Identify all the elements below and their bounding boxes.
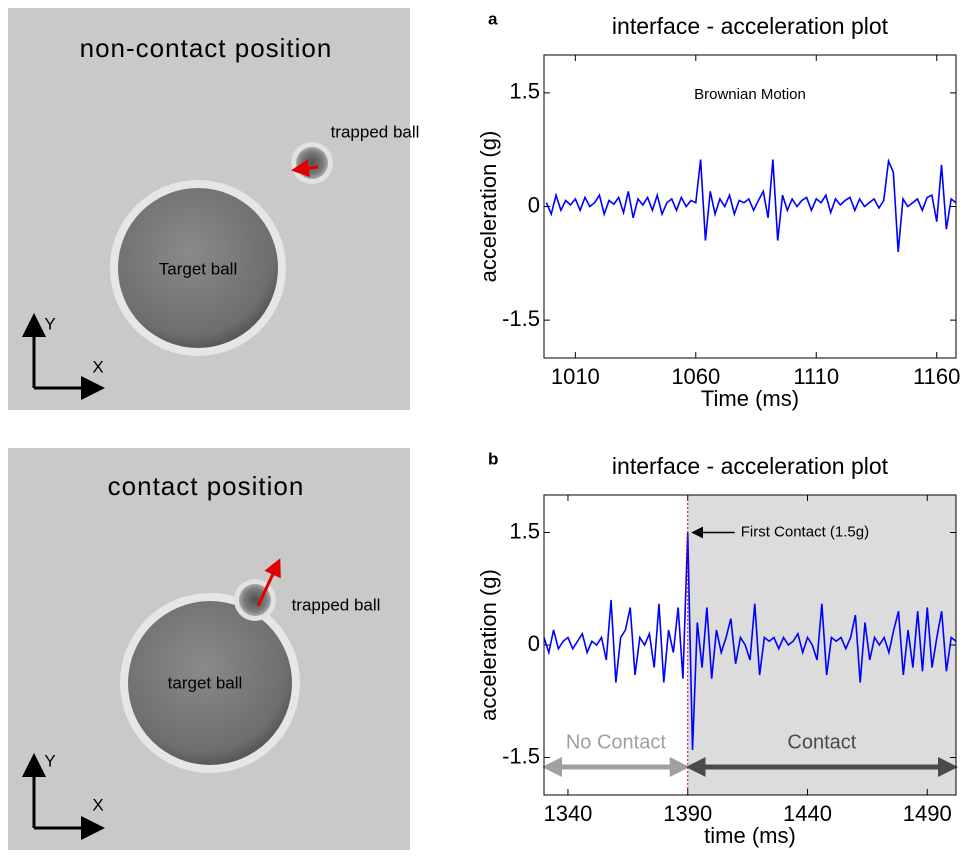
y-tick-label: 0	[528, 192, 540, 217]
x-tick-label: 1490	[903, 801, 952, 826]
region-label: No Contact	[566, 731, 666, 753]
data-line	[545, 157, 957, 253]
panel-letter: a	[488, 9, 498, 28]
axis-letter: Y	[44, 314, 55, 333]
target-ball	[128, 601, 292, 765]
micrograph-bottom: contact position trapped ball target bal…	[8, 448, 410, 850]
x-tick-label: 1340	[543, 801, 592, 826]
y-axis-label: acceleration (g)	[476, 569, 501, 721]
chart-title: interface - acceleration plot	[612, 13, 889, 39]
x-tick-label: 1440	[783, 801, 832, 826]
image-label: trapped ball	[292, 595, 381, 614]
annotation: First Contact (1.5g)	[741, 523, 869, 540]
y-tick-label: 1.5	[509, 79, 540, 104]
image-title: non-contact position	[80, 33, 333, 63]
x-tick-label: 1160	[913, 364, 960, 389]
plot-frame	[543, 54, 957, 359]
target-ball	[118, 188, 278, 348]
axis-letter: X	[92, 357, 103, 376]
x-tick-label: 1060	[671, 364, 720, 389]
y-axis-label: acceleration (g)	[476, 131, 501, 283]
plot-frame	[543, 494, 957, 796]
force-arrow	[256, 558, 281, 607]
chart-title: interface - acceleration plot	[612, 453, 889, 479]
trapped-ball	[296, 147, 328, 179]
axis-letter: X	[92, 795, 103, 814]
image-label: Target ball	[159, 259, 237, 278]
x-tick-label: 1390	[663, 801, 712, 826]
x-tick-label: 1110	[793, 364, 839, 389]
micrograph-top: non-contact position trapped ball Target…	[8, 8, 419, 410]
axis-letter: Y	[44, 751, 55, 770]
image-label: target ball	[168, 673, 243, 692]
x-tick-label: 1010	[551, 364, 600, 389]
data-line	[543, 532, 957, 751]
y-tick-label: 1.5	[509, 518, 540, 543]
region-label: Contact	[787, 731, 856, 753]
y-tick-label: -1.5	[502, 306, 540, 331]
y-tick-label: 0	[528, 631, 540, 656]
force-arrow	[291, 159, 319, 178]
x-axis-label: time (ms)	[704, 823, 796, 848]
x-axis-label: Time (ms)	[701, 386, 799, 411]
annotation: Brownian Motion	[694, 86, 806, 103]
y-tick-label: -1.5	[502, 743, 540, 768]
image-label: trapped ball	[331, 122, 420, 141]
image-title: contact position	[108, 471, 305, 501]
panel-letter: b	[488, 449, 498, 468]
contact-region	[687, 495, 956, 795]
